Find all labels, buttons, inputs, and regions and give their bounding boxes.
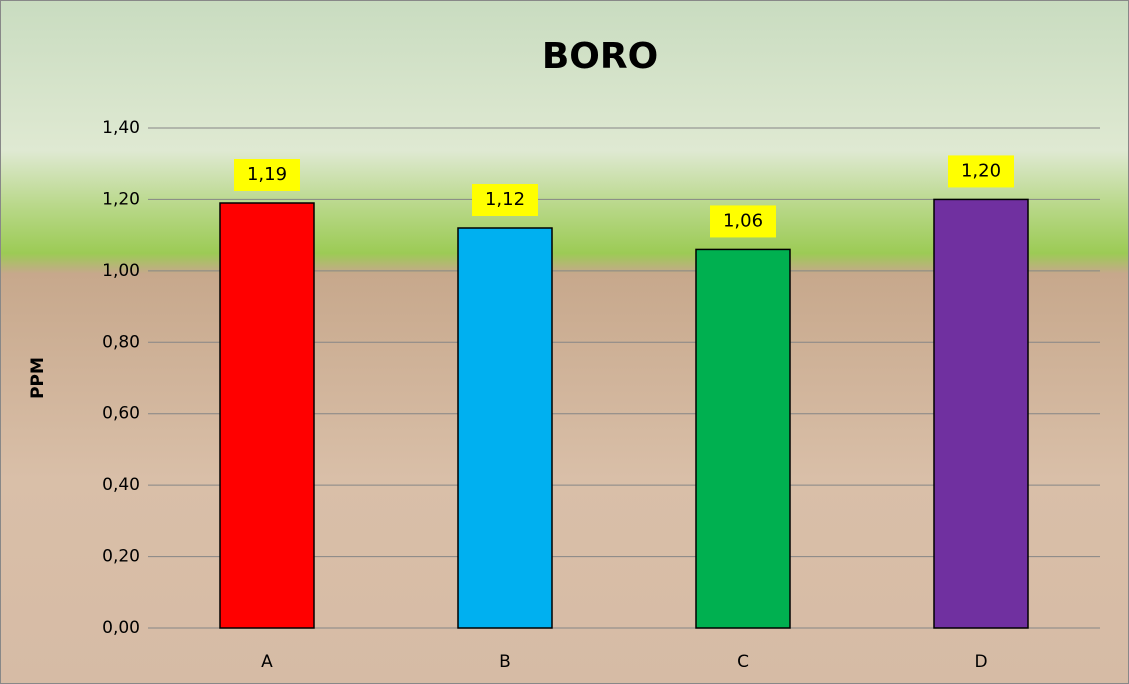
bar <box>457 227 553 629</box>
value-label-background <box>472 184 538 216</box>
x-tick-label: A <box>261 652 273 672</box>
y-tick-label: 1,00 <box>102 261 140 281</box>
value-label-background <box>948 155 1014 188</box>
y-tick-label: 0,20 <box>102 547 140 567</box>
y-tick-label: 0,80 <box>102 332 140 352</box>
y-axis-label: PPM <box>28 357 48 399</box>
value-label-background <box>710 205 776 238</box>
value-label-background <box>234 159 300 191</box>
x-tick-label: B <box>499 652 511 672</box>
bar <box>219 202 315 629</box>
y-tick-label: 1,20 <box>102 189 140 209</box>
value-label: 1,06 <box>723 210 763 231</box>
value-label: 1,19 <box>247 164 287 185</box>
x-tick-label: D <box>974 652 987 672</box>
value-label: 1,20 <box>961 160 1001 181</box>
y-tick-label: 0,60 <box>102 404 140 424</box>
bar <box>933 198 1029 629</box>
x-tick-label: C <box>737 652 749 672</box>
chart-title: BORO <box>542 36 658 77</box>
bar <box>695 248 791 629</box>
y-tick-label: 0,00 <box>102 618 140 638</box>
y-tick-label: 0,40 <box>102 475 140 495</box>
value-label: 1,12 <box>485 189 525 210</box>
y-tick-label: 1,40 <box>102 118 140 138</box>
